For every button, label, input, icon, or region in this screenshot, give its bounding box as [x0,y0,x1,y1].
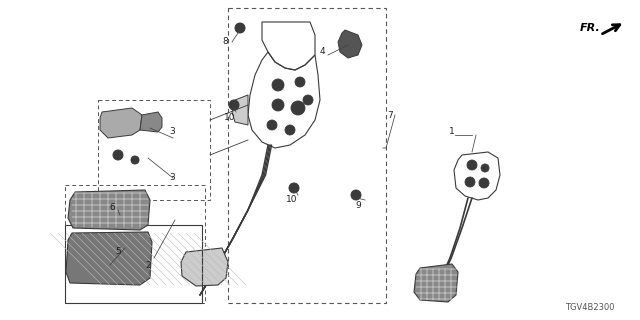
Polygon shape [68,190,150,230]
Circle shape [303,95,313,105]
Text: TGV4B2300: TGV4B2300 [566,303,615,313]
Text: 8: 8 [222,37,228,46]
Polygon shape [414,264,458,302]
Circle shape [272,79,284,91]
Polygon shape [140,112,162,132]
Bar [65,185,205,303]
Bar [65,225,202,303]
Text: 1: 1 [449,127,455,137]
Circle shape [295,77,305,87]
Polygon shape [66,232,152,285]
Text: 10: 10 [286,196,298,204]
Circle shape [235,23,245,33]
Circle shape [289,183,299,193]
Polygon shape [232,95,248,125]
Text: 3: 3 [169,173,175,182]
Text: 9: 9 [355,201,361,210]
Polygon shape [338,30,362,58]
Polygon shape [181,248,228,286]
Text: 6: 6 [109,204,115,212]
Circle shape [467,160,477,170]
Text: 5: 5 [115,247,121,257]
Circle shape [267,120,277,130]
Text: 2: 2 [145,260,151,269]
Circle shape [272,99,284,111]
Circle shape [479,178,489,188]
Circle shape [465,177,475,187]
Circle shape [131,156,139,164]
Circle shape [481,164,489,172]
Text: 3: 3 [169,127,175,137]
Circle shape [285,125,295,135]
Circle shape [113,150,123,160]
Text: 4: 4 [319,47,325,57]
Bar [228,8,386,303]
Bar [98,100,210,200]
Circle shape [229,100,239,110]
Circle shape [351,190,361,200]
Polygon shape [100,108,142,138]
Text: 7: 7 [387,110,393,119]
Text: 10: 10 [224,114,236,123]
Text: FR.: FR. [580,23,601,33]
Circle shape [291,101,305,115]
